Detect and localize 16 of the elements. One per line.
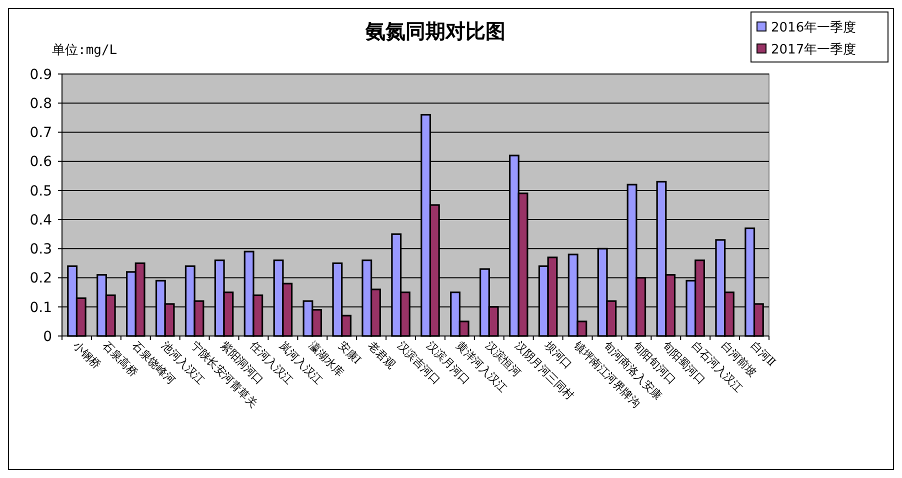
x-tick-label: 小钢桥 [70, 338, 104, 372]
legend-label: 2016年一季度 [771, 20, 856, 36]
legend-label: 2017年一季度 [771, 42, 856, 58]
y-tick-label: 0.5 [30, 183, 52, 200]
y-tick-label: 0 [43, 328, 52, 345]
y-tick-label: 0.1 [30, 300, 52, 316]
y-tick-label: 0.4 [30, 212, 52, 228]
y-tick-label: 0.6 [30, 154, 52, 170]
chart-title: 氨氮同期对比图 [364, 19, 506, 43]
y-tick-label: 0.8 [30, 96, 52, 112]
y-tick-label: 0.2 [30, 270, 52, 287]
x-tick-label: 老君观 [365, 338, 398, 372]
y-tick-label: 0.7 [30, 125, 52, 142]
y-tick-label: 0.3 [30, 242, 52, 258]
y-tick-label: 0.9 [30, 66, 52, 83]
y-axis-title: 单位:mg/L [52, 43, 118, 58]
